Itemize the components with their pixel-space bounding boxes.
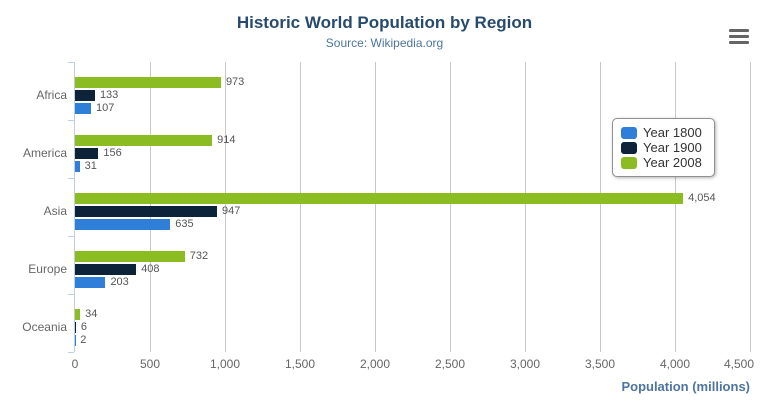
legend-label-year-1800: Year 1800 <box>643 125 702 140</box>
bar-europe-year-1800[interactable] <box>75 277 106 288</box>
data-label-asia-year-1800: 635 <box>175 218 194 230</box>
hamburger-bar <box>729 41 749 44</box>
gridline-3000 <box>525 62 526 352</box>
x-tick-label-1,000: 1,000 <box>209 357 241 371</box>
y-axis-tick <box>68 62 74 63</box>
y-axis-tick <box>68 352 74 353</box>
gridline-4500 <box>750 62 751 352</box>
x-tick-label-500: 500 <box>139 357 161 371</box>
data-label-asia-year-2008: 4,054 <box>688 192 716 204</box>
y-axis-tick <box>68 294 74 295</box>
bar-europe-year-1900[interactable] <box>75 264 137 275</box>
gridline-4000 <box>675 62 676 352</box>
bar-asia-year-1800[interactable] <box>75 219 171 230</box>
x-tick-label-2,500: 2,500 <box>434 357 466 371</box>
legend-swatch-year-2008 <box>621 156 637 169</box>
bar-asia-year-1900[interactable] <box>75 206 218 217</box>
x-tick-label-1,500: 1,500 <box>284 357 316 371</box>
bar-oceania-year-1800[interactable] <box>75 335 76 346</box>
bar-america-year-1900[interactable] <box>75 148 99 159</box>
gridline-2000 <box>375 62 376 352</box>
plot-area: 973 133 107 914 156 31 4,054 947 635 732 408 203 34 6… <box>68 62 751 353</box>
data-label-oceania-year-1800: 2 <box>80 334 87 346</box>
legend-item-year-1900[interactable]: Year 1900 <box>621 140 702 155</box>
y-axis-line <box>74 62 75 352</box>
y-axis-tick <box>68 236 74 237</box>
bar-africa-year-1800[interactable] <box>75 103 92 114</box>
legend-label-year-1900: Year 1900 <box>643 140 702 155</box>
data-label-africa-year-1800: 107 <box>96 102 115 114</box>
data-label-africa-year-1900: 133 <box>99 89 119 101</box>
category-label-africa: Africa <box>36 88 67 102</box>
data-label-europe-year-1800: 203 <box>110 276 129 288</box>
bar-asia-year-2008[interactable] <box>75 193 684 204</box>
x-axis-title: Population (millions) <box>621 379 750 394</box>
bar-europe-year-2008[interactable] <box>75 251 185 262</box>
gridline-3500 <box>600 62 601 352</box>
data-label-america-year-1800: 31 <box>84 160 97 172</box>
data-label-asia-year-1900: 947 <box>222 205 241 217</box>
data-label-america-year-2008: 914 <box>217 134 236 146</box>
data-label-america-year-1900: 156 <box>103 147 122 159</box>
x-tick-label-0: 0 <box>71 357 79 371</box>
bar-africa-year-1900[interactable] <box>75 90 95 101</box>
legend-swatch-year-1800 <box>621 126 637 139</box>
data-label-europe-year-2008: 732 <box>189 250 209 262</box>
x-tick-label-4,500: 4,500 <box>723 357 754 371</box>
legend-item-year-1800[interactable]: Year 1800 <box>621 125 702 140</box>
category-label-america: America <box>22 146 67 160</box>
x-tick-label-3,500: 3,500 <box>584 357 616 371</box>
x-tick-label-2,000: 2,000 <box>359 357 391 371</box>
legend-item-year-2008[interactable]: Year 2008 <box>621 155 702 170</box>
bar-oceania-year-1900[interactable] <box>75 322 76 333</box>
hamburger-menu-icon[interactable] <box>729 29 749 47</box>
bar-america-year-2008[interactable] <box>75 135 213 146</box>
y-axis-tick <box>68 120 74 121</box>
category-label-oceania: Oceania <box>22 320 67 334</box>
gridline-1500 <box>300 62 301 352</box>
x-tick-label-4,000: 4,000 <box>659 357 691 371</box>
y-axis-tick <box>68 178 74 179</box>
hamburger-bar <box>729 29 749 32</box>
data-label-oceania-year-2008: 34 <box>85 308 98 320</box>
data-label-africa-year-2008: 973 <box>225 76 245 88</box>
bar-america-year-1800[interactable] <box>75 161 80 172</box>
data-label-europe-year-1900: 408 <box>141 263 160 275</box>
category-label-asia: Asia <box>43 204 67 218</box>
x-tick-label-3,000: 3,000 <box>509 357 541 371</box>
bar-africa-year-2008[interactable] <box>75 77 221 88</box>
legend-swatch-year-1900 <box>621 141 637 154</box>
chart-subtitle: Source: Wikipedia.org <box>325 36 444 50</box>
bar-oceania-year-2008[interactable] <box>75 309 81 320</box>
data-label-oceania-year-1900: 6 <box>80 321 88 333</box>
legend-label-year-2008: Year 2008 <box>643 155 702 170</box>
legend: Year 1800 Year 1900 Year 2008 <box>612 118 715 177</box>
hamburger-bar <box>729 35 749 38</box>
category-label-europe: Europe <box>28 262 67 276</box>
chart-title: Historic World Population by Region <box>236 13 533 32</box>
gridline-1000 <box>225 62 226 352</box>
gridline-2500 <box>450 62 451 352</box>
